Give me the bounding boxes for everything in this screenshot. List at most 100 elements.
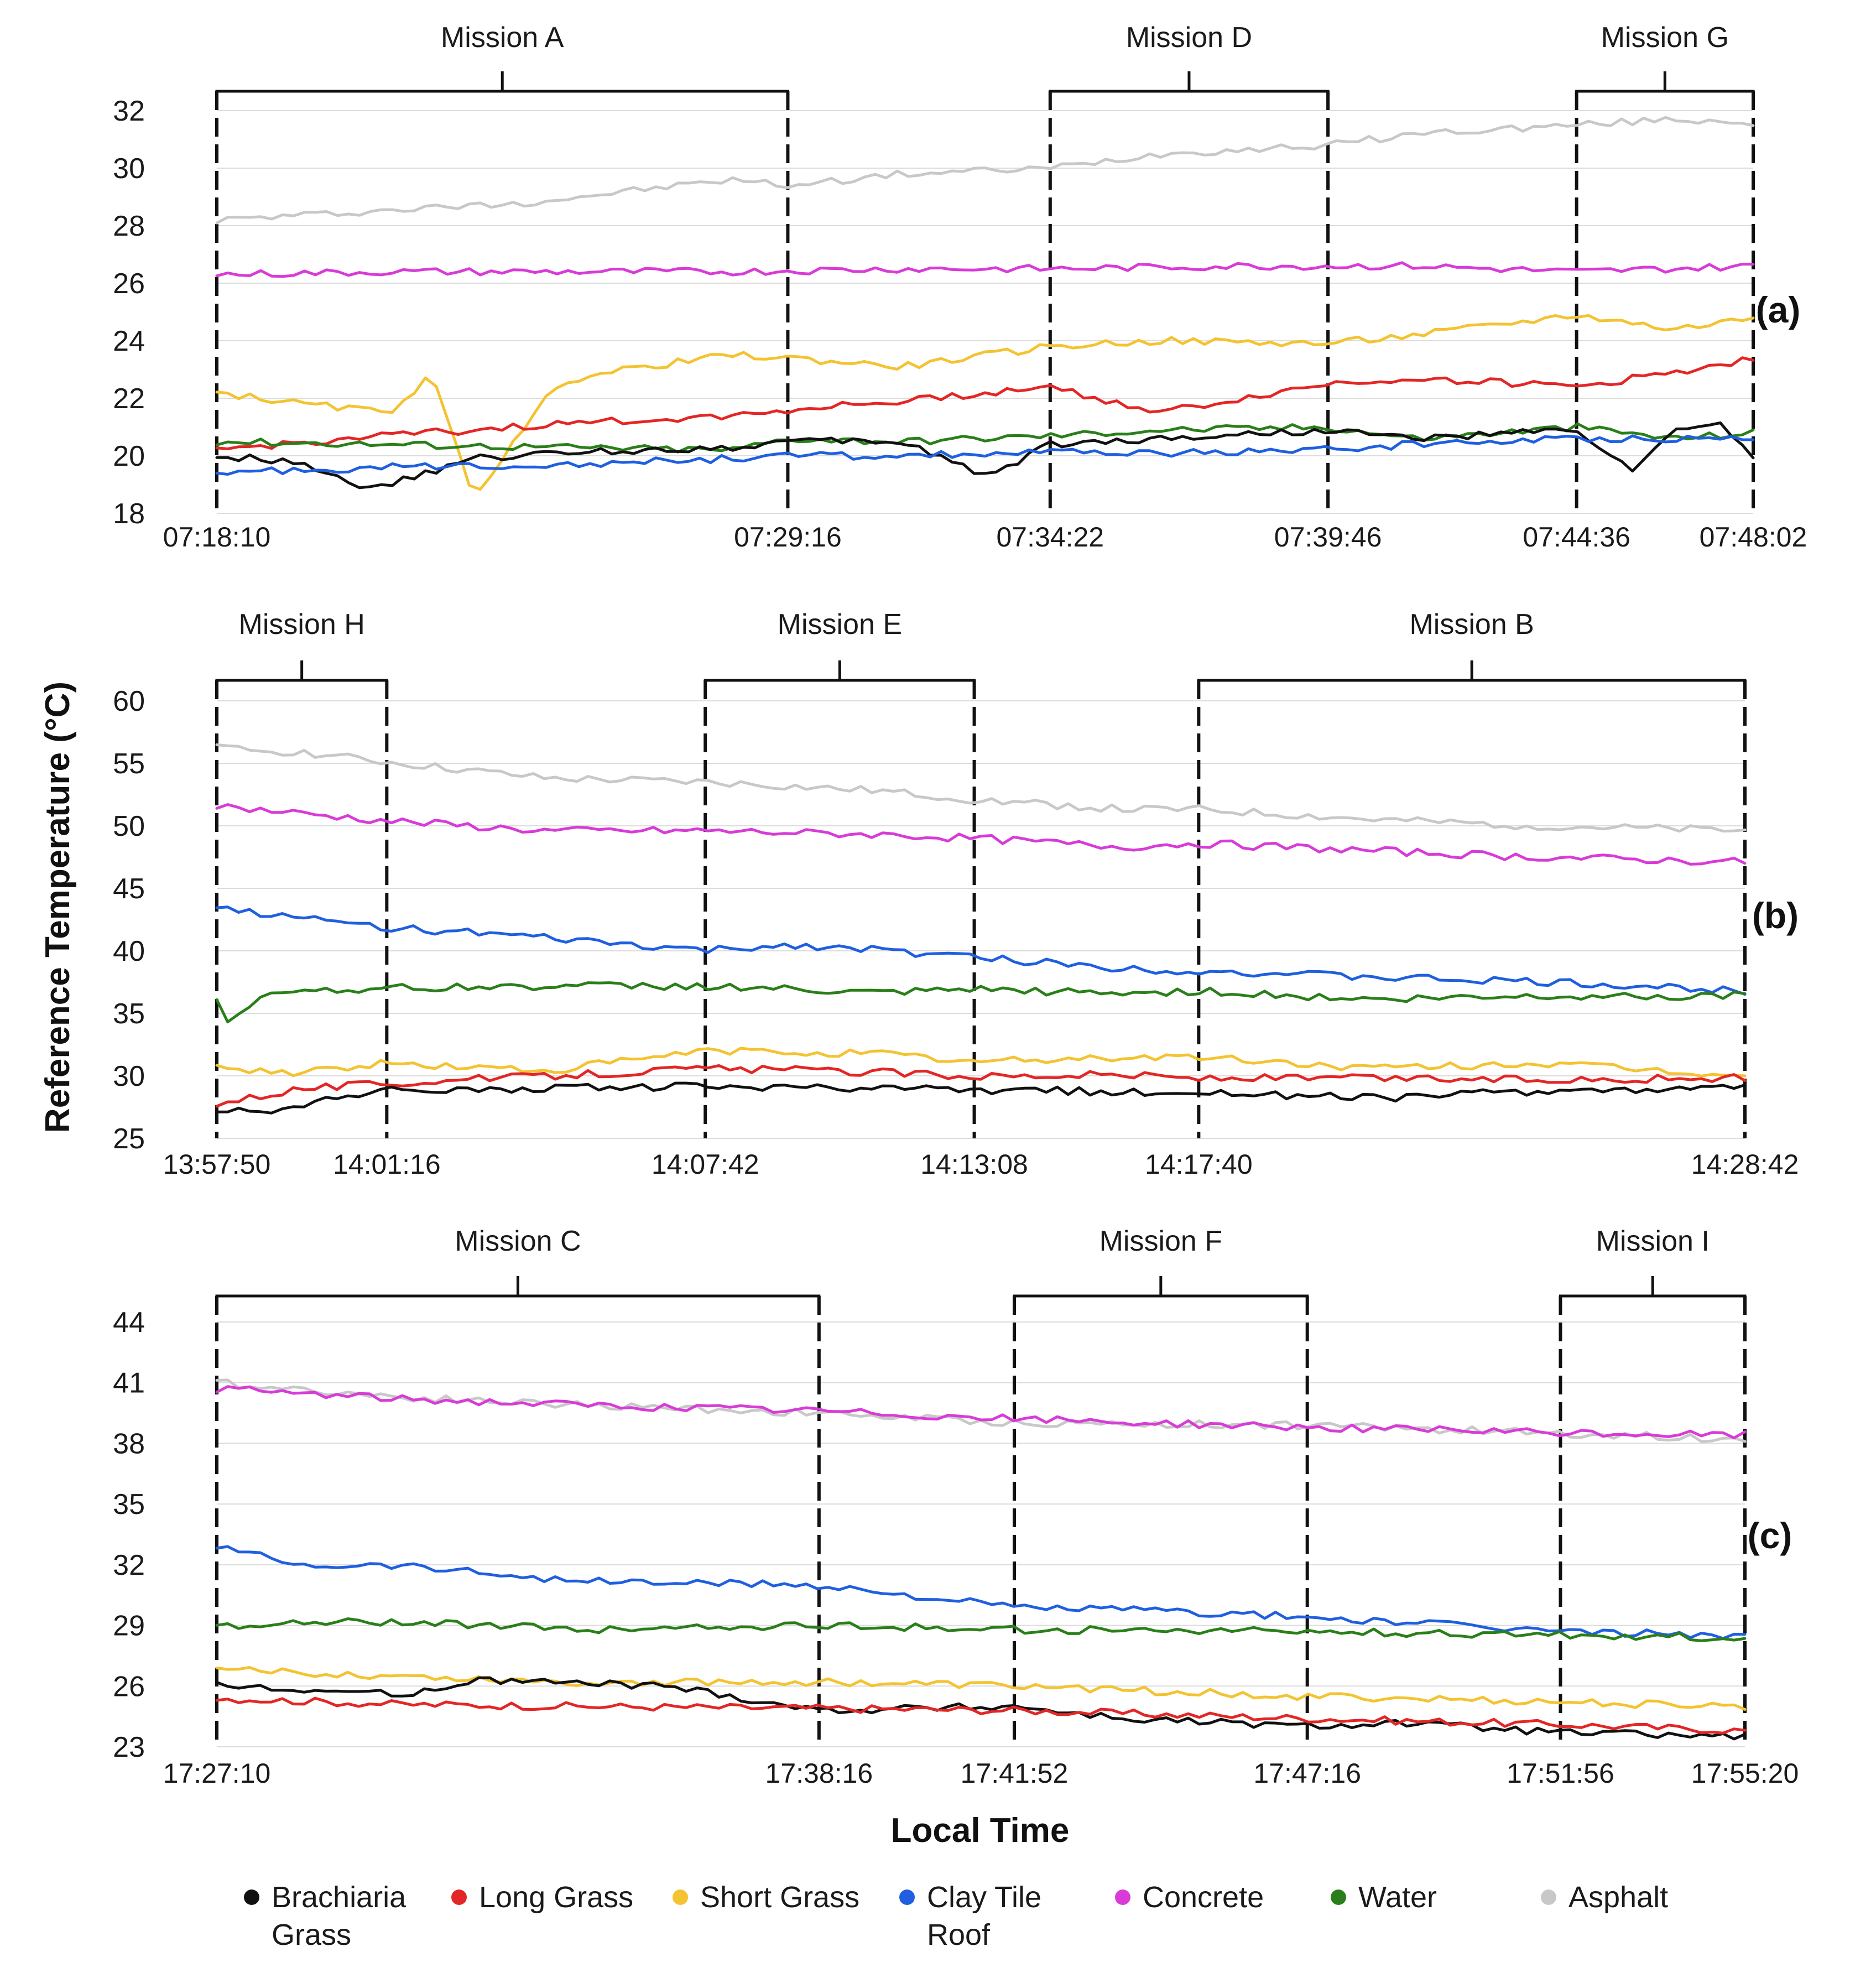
panel-label-b: (b) (1752, 895, 1799, 936)
mission-bracket (215, 1276, 821, 1308)
x-tick-label: 17:55:20 (1691, 1758, 1799, 1789)
series-line-brachiaria-grass (215, 1676, 1747, 1741)
x-tick-label: 14:28:42 (1691, 1149, 1799, 1180)
mission-bracket (704, 660, 976, 693)
legend-item-asphalt: Asphalt (1541, 1881, 1668, 1914)
x-tick-label: 14:13:08 (920, 1149, 1028, 1180)
y-tick-label: 60 (113, 685, 145, 717)
legend-marker (1541, 1889, 1556, 1905)
chart-panel-b: 25 30 35 40 45 50 55 60 13:57:50 14:01:16 14:07:42… (113, 608, 1799, 1180)
x-tick-label: 14:07:42 (652, 1149, 759, 1180)
mission-bracket (1575, 71, 1755, 103)
mission-label: Mission B (1409, 608, 1534, 641)
y-tick-label: 41 (113, 1367, 145, 1399)
legend-marker (244, 1889, 259, 1905)
x-tick-label: 17:38:16 (765, 1758, 873, 1789)
mission-label: Mission C (455, 1225, 581, 1257)
y-axis-title: Reference Temperature (°C) (39, 681, 77, 1133)
series-line-long-grass (215, 1064, 1747, 1108)
mission-bracket (1197, 660, 1747, 693)
y-tick-label: 35 (113, 1488, 145, 1521)
mission-label: Mission F (1099, 1225, 1222, 1257)
legend-marker (1331, 1889, 1346, 1905)
y-tick-label: 55 (113, 748, 145, 780)
y-tick-label: 40 (113, 935, 145, 967)
y-tick-label: 28 (113, 210, 145, 242)
y-tick-label: 50 (113, 810, 145, 842)
legend-marker (899, 1889, 915, 1905)
y-tick-label: 25 (113, 1123, 145, 1155)
y-tick-label: 30 (113, 1060, 145, 1092)
legend-label: Grass (272, 1918, 351, 1951)
mission-bracket (215, 660, 388, 693)
series-line-short-grass (215, 1047, 1747, 1078)
mission-bracket (1013, 1276, 1309, 1308)
series-line-asphalt (215, 116, 1755, 225)
panel-label-c: (c) (1748, 1515, 1792, 1556)
x-tick-label: 14:01:16 (333, 1149, 441, 1180)
y-tick-label: 32 (113, 95, 145, 127)
legend-item-long_grass: Long Grass (451, 1881, 633, 1914)
series-line-short-grass (215, 314, 1755, 491)
y-tick-label: 30 (113, 153, 145, 185)
y-tick-label: 32 (113, 1549, 145, 1581)
legend-label: Roof (927, 1918, 991, 1951)
legend-marker (673, 1889, 688, 1905)
y-tick-label: 22 (113, 383, 145, 415)
x-tick-label: 07:29:16 (734, 522, 842, 553)
series-line-clay-tile-roof (215, 434, 1755, 476)
legend-item-brachiaria: Brachiaria Grass (244, 1881, 407, 1951)
series-line-concrete (215, 803, 1747, 866)
series-line-water (215, 1617, 1747, 1642)
series-line-long-grass (215, 1696, 1747, 1735)
series-line-clay-tile-roof (215, 1545, 1747, 1640)
legend-marker (451, 1889, 467, 1905)
legend-label: Water (1358, 1881, 1437, 1914)
mission-label: Mission A (441, 22, 564, 54)
x-tick-label: 07:39:46 (1274, 522, 1382, 553)
series-line-clay-tile-roof (215, 905, 1747, 996)
x-tick-label: 07:18:10 (163, 522, 271, 553)
y-tick-label: 38 (113, 1428, 145, 1460)
y-tick-label: 23 (113, 1731, 145, 1763)
x-tick-label: 17:51:56 (1507, 1758, 1614, 1789)
chart-panel-a: 18 20 22 24 26 28 30 32 07:18:10 07:29:16 07:34:22… (113, 22, 1807, 553)
series-line-concrete (215, 1385, 1747, 1440)
y-tick-label: 18 (113, 498, 145, 530)
y-tick-label: 20 (113, 440, 145, 472)
legend-item-concrete: Concrete (1115, 1881, 1264, 1914)
legend-label: Long Grass (479, 1881, 633, 1914)
mission-bracket (1559, 1276, 1747, 1308)
legend: Brachiaria Grass Long Grass Short Grass Clay… (244, 1881, 1668, 1951)
y-tick-label: 45 (113, 873, 145, 905)
series-line-long-grass (215, 356, 1755, 450)
series-line-brachiaria-grass (215, 1081, 1747, 1115)
mission-label: Mission D (1126, 22, 1252, 54)
x-tick-label: 13:57:50 (163, 1149, 271, 1180)
legend-marker (1115, 1889, 1130, 1905)
chart-panel-c: 23 26 29 32 35 38 41 44 17:27:10 17:38:16 17:41:52… (113, 1225, 1799, 1789)
x-tick-label: 07:34:22 (996, 522, 1104, 553)
x-tick-label: 07:44:36 (1523, 522, 1630, 553)
legend-label: Concrete (1143, 1881, 1264, 1914)
mission-label: Mission I (1596, 1225, 1710, 1257)
series-line-water (215, 981, 1747, 1024)
series-line-asphalt (215, 743, 1747, 833)
series-line-short-grass (215, 1666, 1747, 1711)
y-tick-label: 44 (113, 1306, 145, 1339)
y-tick-label: 26 (113, 1670, 145, 1703)
legend-item-short_grass: Short Grass (673, 1881, 859, 1914)
y-tick-label: 24 (113, 325, 145, 357)
x-tick-label: 17:47:16 (1253, 1758, 1361, 1789)
x-tick-label: 07:48:02 (1700, 522, 1807, 553)
mission-label: Mission H (239, 608, 365, 641)
legend-label: Brachiaria (272, 1881, 407, 1914)
x-axis-title: Local Time (891, 1812, 1070, 1850)
series-line-asphalt (215, 1378, 1747, 1443)
mission-bracket (1049, 71, 1330, 103)
y-tick-label: 35 (113, 998, 145, 1030)
x-tick-label: 17:41:52 (961, 1758, 1069, 1789)
legend-item-water: Water (1331, 1881, 1437, 1914)
x-tick-label: 17:27:10 (163, 1758, 271, 1789)
